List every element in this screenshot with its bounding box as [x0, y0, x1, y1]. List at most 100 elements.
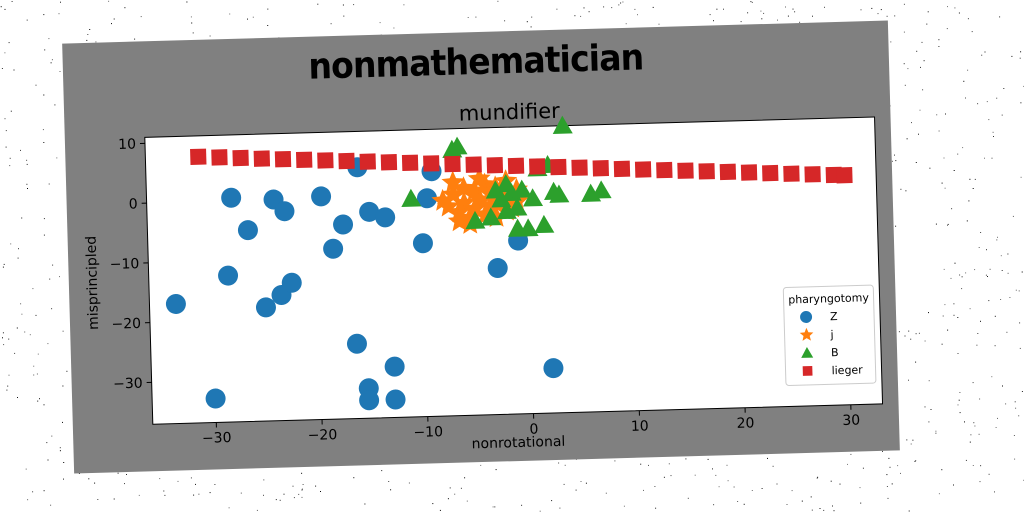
data-point [529, 158, 546, 175]
data-point [550, 158, 567, 176]
data-point [412, 233, 433, 254]
x-tick-label: 20 [736, 415, 754, 431]
data-point [486, 157, 504, 174]
legend-marker [800, 310, 813, 323]
data-point [295, 151, 313, 169]
data-point [592, 160, 609, 177]
data-point [311, 186, 332, 207]
data-point [190, 148, 207, 166]
data-point [591, 180, 612, 199]
legend-item: Z [800, 310, 838, 323]
data-point [677, 162, 694, 179]
data-point [281, 272, 302, 293]
y-axis-label: misprincipled [84, 236, 103, 331]
data-point [441, 170, 465, 193]
legend-item: lieger [802, 363, 863, 377]
data-point [552, 115, 573, 134]
data-point [317, 152, 334, 169]
data-point [416, 188, 437, 209]
data-point [385, 389, 406, 410]
data-point [274, 150, 292, 168]
legend-label: Z [830, 310, 838, 323]
data-point [274, 201, 295, 222]
series-Z [165, 157, 564, 411]
data-point [323, 238, 344, 259]
legend-label: lieger [831, 363, 863, 377]
data-point [218, 265, 239, 286]
data-point [487, 258, 508, 279]
data-point [481, 207, 502, 226]
series-lieger [190, 148, 853, 184]
figure-panel: nonmathematician −30 −20 −10 0 10 20 30 10 0 −10−… [62, 20, 900, 474]
data-point [232, 149, 249, 167]
legend-marker [799, 327, 814, 341]
legend-title: pharyngotomy [788, 291, 870, 306]
data-point [401, 154, 419, 172]
y-tick-label: −30 [113, 376, 143, 393]
data-point [359, 201, 380, 222]
data-point [401, 188, 422, 207]
axes: −30 −20 −10 0 10 20 30 10 0 −10 −20 −30 [110, 137, 861, 447]
x-tick-label: 0 [529, 421, 538, 437]
x-tick-label: −10 [413, 424, 443, 441]
x-tick-label: 10 [631, 418, 649, 434]
data-point [338, 152, 355, 170]
data-point [441, 182, 465, 205]
data-point [507, 157, 525, 175]
y-tick-label: −10 [110, 256, 140, 273]
legend-box [782, 284, 877, 386]
data-point [656, 161, 673, 179]
data-point [205, 388, 226, 409]
legend-label: j [829, 328, 833, 341]
data-point [447, 209, 471, 232]
data-point [719, 163, 737, 181]
data-point [465, 156, 482, 173]
data-point [211, 149, 228, 166]
y-tick-label: −20 [111, 316, 141, 333]
data-point [549, 184, 570, 203]
data-point [165, 293, 186, 314]
x-tick-label: −30 [202, 430, 232, 447]
data-point [836, 167, 853, 184]
data-point [375, 207, 396, 228]
data-point [512, 179, 533, 198]
data-marks [165, 115, 853, 411]
data-point [359, 153, 376, 170]
legend-item: B [801, 346, 839, 359]
data-point [634, 161, 652, 178]
data-point [380, 154, 398, 171]
data-point [571, 159, 588, 176]
legend-marker [802, 365, 813, 376]
chart-title: mundifier [458, 99, 560, 126]
data-point [253, 150, 271, 167]
data-point [447, 136, 468, 155]
data-point [444, 155, 461, 173]
y-tick-label: 10 [118, 137, 136, 153]
data-point [518, 218, 539, 237]
data-point [346, 333, 367, 354]
data-point [762, 164, 779, 182]
data-point [384, 356, 405, 377]
x-tick-label: 30 [842, 412, 860, 428]
data-point [333, 214, 354, 235]
x-axis-label: nonrotational [471, 434, 565, 453]
data-point [221, 187, 242, 208]
data-point [740, 164, 758, 181]
data-point [359, 390, 380, 411]
data-point [423, 155, 440, 172]
data-point [534, 214, 555, 234]
data-point [484, 205, 508, 228]
legend-marker [801, 346, 814, 358]
data-point [698, 163, 715, 180]
data-point [507, 197, 528, 216]
data-point [237, 220, 258, 241]
data-point [465, 210, 486, 230]
legend-label: B [831, 346, 839, 359]
legend-item: j [799, 327, 834, 341]
scatter-chart: −30 −20 −10 0 10 20 30 10 0 −10 −20 −30 mundifier n… [84, 99, 884, 453]
data-point [804, 166, 821, 183]
data-point [613, 160, 631, 178]
data-point [467, 166, 491, 189]
data-point [255, 297, 276, 318]
